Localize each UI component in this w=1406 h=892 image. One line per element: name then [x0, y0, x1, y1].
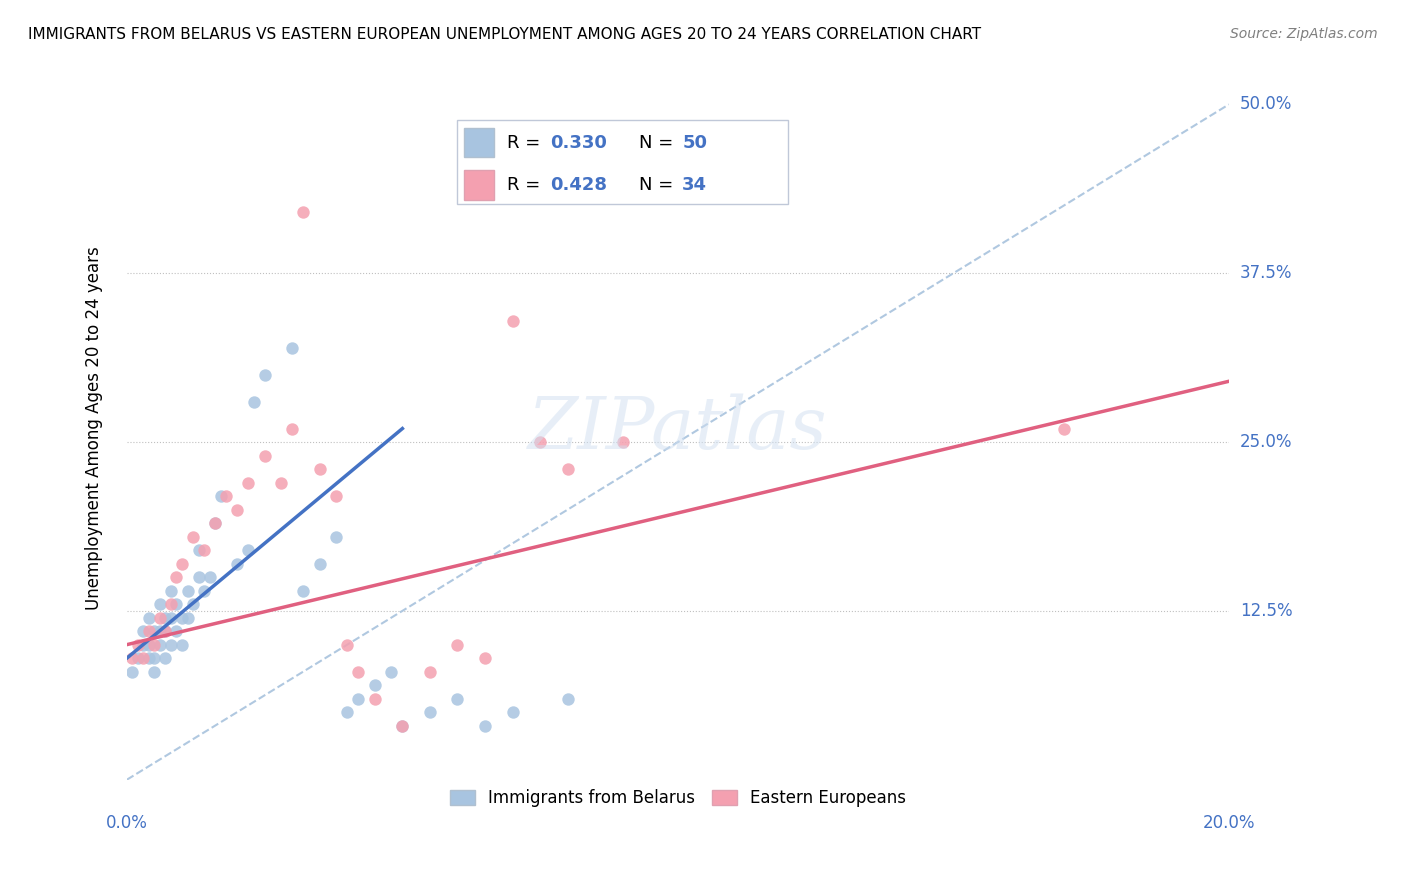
Point — [380, 665, 402, 679]
Point — [166, 570, 188, 584]
Point — [170, 638, 193, 652]
Point — [176, 610, 198, 624]
Text: 37.5%: 37.5% — [1240, 264, 1292, 282]
Point — [419, 665, 441, 679]
Point — [502, 313, 524, 327]
Text: Source: ZipAtlas.com: Source: ZipAtlas.com — [1230, 27, 1378, 41]
Point — [242, 394, 264, 409]
Point — [325, 530, 347, 544]
Point — [1052, 421, 1074, 435]
Point — [198, 570, 221, 584]
Point — [143, 665, 166, 679]
Point — [149, 638, 172, 652]
Text: 12.5%: 12.5% — [1240, 602, 1292, 620]
Text: ZIPatlas: ZIPatlas — [529, 393, 828, 464]
Point — [253, 368, 276, 382]
Point — [281, 341, 304, 355]
Point — [132, 638, 155, 652]
Point — [170, 610, 193, 624]
Text: 25.0%: 25.0% — [1240, 433, 1292, 451]
Point — [308, 557, 330, 571]
Point — [187, 543, 209, 558]
Point — [391, 719, 413, 733]
Point — [138, 651, 160, 665]
Point — [270, 475, 292, 490]
Point — [132, 624, 155, 639]
Point — [612, 435, 634, 450]
Point — [187, 570, 209, 584]
Point — [176, 583, 198, 598]
Point — [364, 691, 387, 706]
Point — [226, 557, 249, 571]
Point — [292, 583, 315, 598]
Point — [193, 543, 215, 558]
Point — [149, 597, 172, 611]
Point — [160, 583, 183, 598]
Point — [226, 502, 249, 516]
Point — [166, 597, 188, 611]
Point — [149, 624, 172, 639]
Point — [132, 651, 155, 665]
Point — [155, 651, 177, 665]
Text: 50.0%: 50.0% — [1240, 95, 1292, 113]
Point — [204, 516, 226, 530]
Point — [121, 651, 143, 665]
Point — [474, 651, 496, 665]
Y-axis label: Unemployment Among Ages 20 to 24 years: Unemployment Among Ages 20 to 24 years — [86, 247, 103, 610]
Point — [143, 624, 166, 639]
Point — [347, 665, 370, 679]
Point — [204, 516, 226, 530]
Point — [236, 543, 259, 558]
Point — [364, 678, 387, 692]
Point — [138, 638, 160, 652]
Point — [253, 449, 276, 463]
Point — [502, 705, 524, 719]
Point — [160, 638, 183, 652]
Text: IMMIGRANTS FROM BELARUS VS EASTERN EUROPEAN UNEMPLOYMENT AMONG AGES 20 TO 24 YEA: IMMIGRANTS FROM BELARUS VS EASTERN EUROP… — [28, 27, 981, 42]
Point — [281, 421, 304, 435]
Point — [209, 489, 232, 503]
Point — [143, 638, 166, 652]
Point — [325, 489, 347, 503]
Point — [557, 691, 579, 706]
Legend: Immigrants from Belarus, Eastern Europeans: Immigrants from Belarus, Eastern Europea… — [443, 782, 912, 814]
Point — [292, 205, 315, 219]
Point — [529, 435, 551, 450]
Text: 20.0%: 20.0% — [1202, 814, 1256, 832]
Point — [236, 475, 259, 490]
Point — [215, 489, 238, 503]
Point — [193, 583, 215, 598]
Point — [143, 651, 166, 665]
Point — [155, 624, 177, 639]
Point — [391, 719, 413, 733]
Point — [166, 624, 188, 639]
Point — [308, 462, 330, 476]
Point — [336, 638, 359, 652]
Point — [446, 638, 468, 652]
Point — [155, 624, 177, 639]
Point — [181, 530, 204, 544]
Point — [127, 638, 149, 652]
Point — [446, 691, 468, 706]
Point — [170, 557, 193, 571]
Text: 0.0%: 0.0% — [105, 814, 148, 832]
Point — [138, 624, 160, 639]
Point — [121, 665, 143, 679]
Point — [127, 651, 149, 665]
Point — [160, 610, 183, 624]
Point — [557, 462, 579, 476]
Point — [149, 610, 172, 624]
Point — [160, 597, 183, 611]
Point — [155, 610, 177, 624]
Point — [336, 705, 359, 719]
Point — [181, 597, 204, 611]
Point — [347, 691, 370, 706]
Point — [474, 719, 496, 733]
Point — [419, 705, 441, 719]
Point — [138, 610, 160, 624]
